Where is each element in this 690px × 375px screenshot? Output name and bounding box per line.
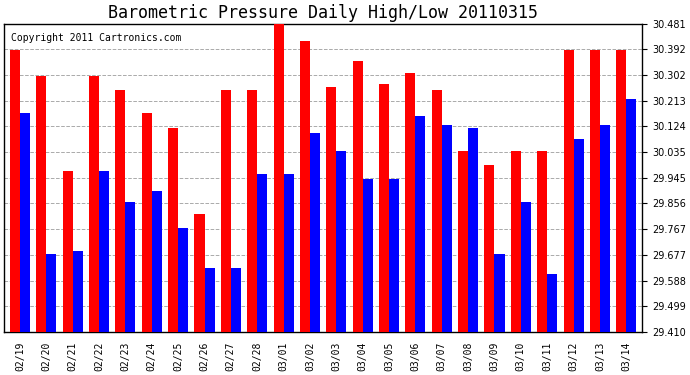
Bar [204,268,215,332]
Bar [152,191,162,332]
Bar [126,202,135,332]
Bar [231,268,241,332]
Bar [442,124,452,332]
Bar [273,24,284,332]
Bar [89,76,99,332]
Bar [627,99,636,332]
Bar [310,133,320,332]
Bar [141,113,152,332]
Bar [573,139,584,332]
Bar [547,274,558,332]
Bar [336,150,346,332]
Bar [20,113,30,332]
Bar [564,50,573,332]
Bar [538,150,547,332]
Bar [178,228,188,332]
Bar [221,90,231,332]
Bar [363,179,373,332]
Bar [415,116,426,332]
Bar [521,202,531,332]
Bar [195,214,204,332]
Bar [37,76,46,332]
Text: Copyright 2011 Cartronics.com: Copyright 2011 Cartronics.com [10,33,181,43]
Bar [432,90,442,332]
Bar [300,41,310,332]
Bar [257,174,267,332]
Bar [284,174,294,332]
Bar [46,254,57,332]
Bar [168,128,178,332]
Bar [600,124,610,332]
Bar [406,73,415,332]
Bar [616,50,627,332]
Bar [63,171,72,332]
Bar [247,90,257,332]
Bar [72,251,83,332]
Bar [458,150,468,332]
Bar [590,50,600,332]
Bar [115,90,126,332]
Bar [468,128,478,332]
Bar [511,150,521,332]
Bar [495,254,504,332]
Title: Barometric Pressure Daily High/Low 20110315: Barometric Pressure Daily High/Low 20110… [108,4,538,22]
Bar [99,171,109,332]
Bar [10,50,20,332]
Bar [379,84,389,332]
Bar [484,165,495,332]
Bar [326,87,336,332]
Bar [353,62,363,332]
Bar [389,179,399,332]
